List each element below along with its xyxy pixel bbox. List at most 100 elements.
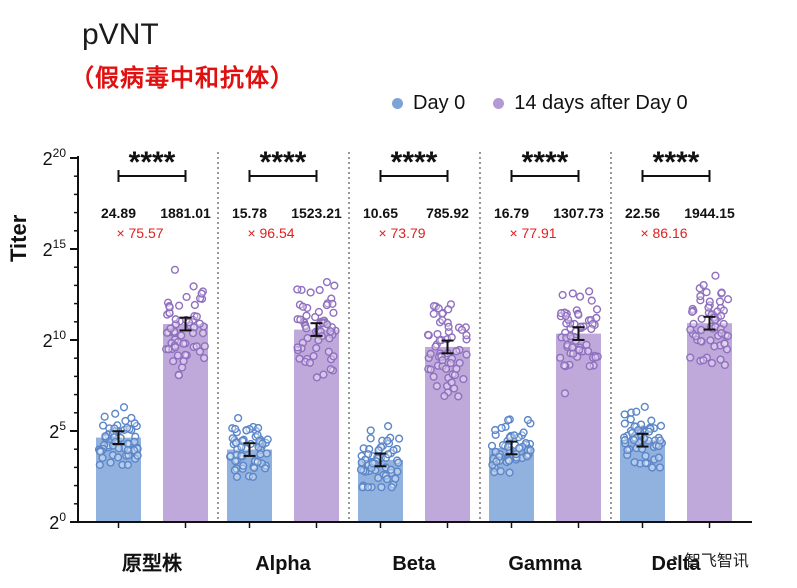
data-point (113, 453, 123, 462)
data-point (522, 452, 532, 461)
data-point (620, 410, 629, 419)
data-point (293, 285, 302, 294)
data-point (242, 426, 251, 435)
data-point (96, 447, 105, 456)
data-point (123, 460, 133, 469)
data-point (181, 350, 190, 359)
data-point (447, 378, 456, 387)
data-point (226, 452, 235, 461)
data-point (195, 347, 204, 356)
data-point (656, 436, 665, 445)
data-point (583, 347, 593, 356)
data-point (98, 421, 108, 430)
significance-stars: **** (129, 146, 176, 179)
data-point (232, 472, 242, 481)
data-point (440, 391, 449, 401)
data-point (432, 381, 441, 391)
data-point (496, 467, 505, 476)
data-point (426, 349, 435, 358)
data-point (592, 313, 601, 322)
data-point (720, 360, 729, 370)
data-point (585, 287, 594, 296)
data-point (457, 325, 467, 334)
data-point (119, 403, 129, 412)
data-point (177, 331, 186, 340)
data-point (515, 444, 524, 453)
data-point (198, 329, 208, 338)
data-point (575, 292, 585, 301)
data-point (106, 458, 115, 467)
data-point (374, 473, 383, 483)
data-point (688, 307, 697, 316)
data-point (130, 437, 139, 446)
data-point (171, 315, 180, 324)
chart-title: pVNT (82, 18, 159, 51)
data-point (363, 483, 373, 492)
data-point (261, 464, 270, 473)
data-point (179, 339, 188, 348)
data-point (366, 426, 375, 435)
data-point (296, 315, 305, 324)
data-point (630, 458, 639, 467)
fold-change-label: × 73.79 (378, 225, 425, 241)
data-point (322, 301, 331, 310)
data-point (357, 458, 366, 467)
data-point (173, 351, 183, 360)
data-point (133, 451, 142, 460)
data-point (656, 421, 666, 430)
chart-subtitle: （假病毒中和抗体） (70, 65, 295, 92)
data-point (195, 319, 204, 328)
data-point (302, 324, 311, 333)
data-point (504, 456, 514, 465)
data-point (258, 439, 267, 448)
fold-change-label: × 75.57 (116, 225, 163, 241)
data-point (497, 423, 506, 433)
data-point (101, 432, 110, 441)
data-point (711, 271, 720, 280)
data-point (326, 327, 335, 336)
data-point (686, 325, 695, 334)
data-point (720, 339, 729, 348)
x-category-label: Gamma (508, 553, 582, 575)
data-point (487, 441, 497, 450)
data-point (441, 364, 451, 373)
data-label-day14: 1523.21 (291, 205, 342, 221)
data-point (634, 425, 643, 435)
data-point (523, 415, 533, 425)
data-point (503, 442, 513, 451)
data-point (118, 460, 127, 469)
data-point (114, 444, 123, 453)
data-point (699, 280, 708, 290)
data-point (329, 352, 338, 361)
data-point (696, 292, 705, 301)
significance-stars: **** (391, 146, 438, 179)
data-point (171, 343, 180, 352)
data-point (169, 357, 178, 366)
data-point (592, 305, 602, 314)
wechat-icon: ◔ (668, 548, 679, 569)
data-point (514, 433, 523, 442)
data-point (383, 436, 392, 445)
data-point (462, 350, 471, 359)
x-category-label: Delta (652, 553, 702, 575)
data-point (490, 467, 499, 477)
data-point (254, 423, 263, 433)
data-point (446, 358, 455, 368)
data-point (723, 295, 733, 304)
data-point (127, 413, 136, 423)
data-point (230, 466, 239, 475)
data-point (620, 436, 629, 445)
data-point (626, 415, 635, 424)
data-label-day14: 1881.01 (160, 205, 211, 221)
legend-item-day14: 14 days after Day 0 (493, 92, 688, 115)
data-point (702, 288, 711, 297)
data-point (699, 356, 708, 365)
data-point (697, 314, 706, 323)
data-point (556, 353, 565, 362)
y-tick-label: 20 (49, 510, 66, 533)
fold-change-label: × 77.91 (509, 225, 556, 241)
data-point (510, 431, 519, 440)
y-tick-label: 210 (43, 328, 67, 351)
data-point (707, 358, 717, 368)
